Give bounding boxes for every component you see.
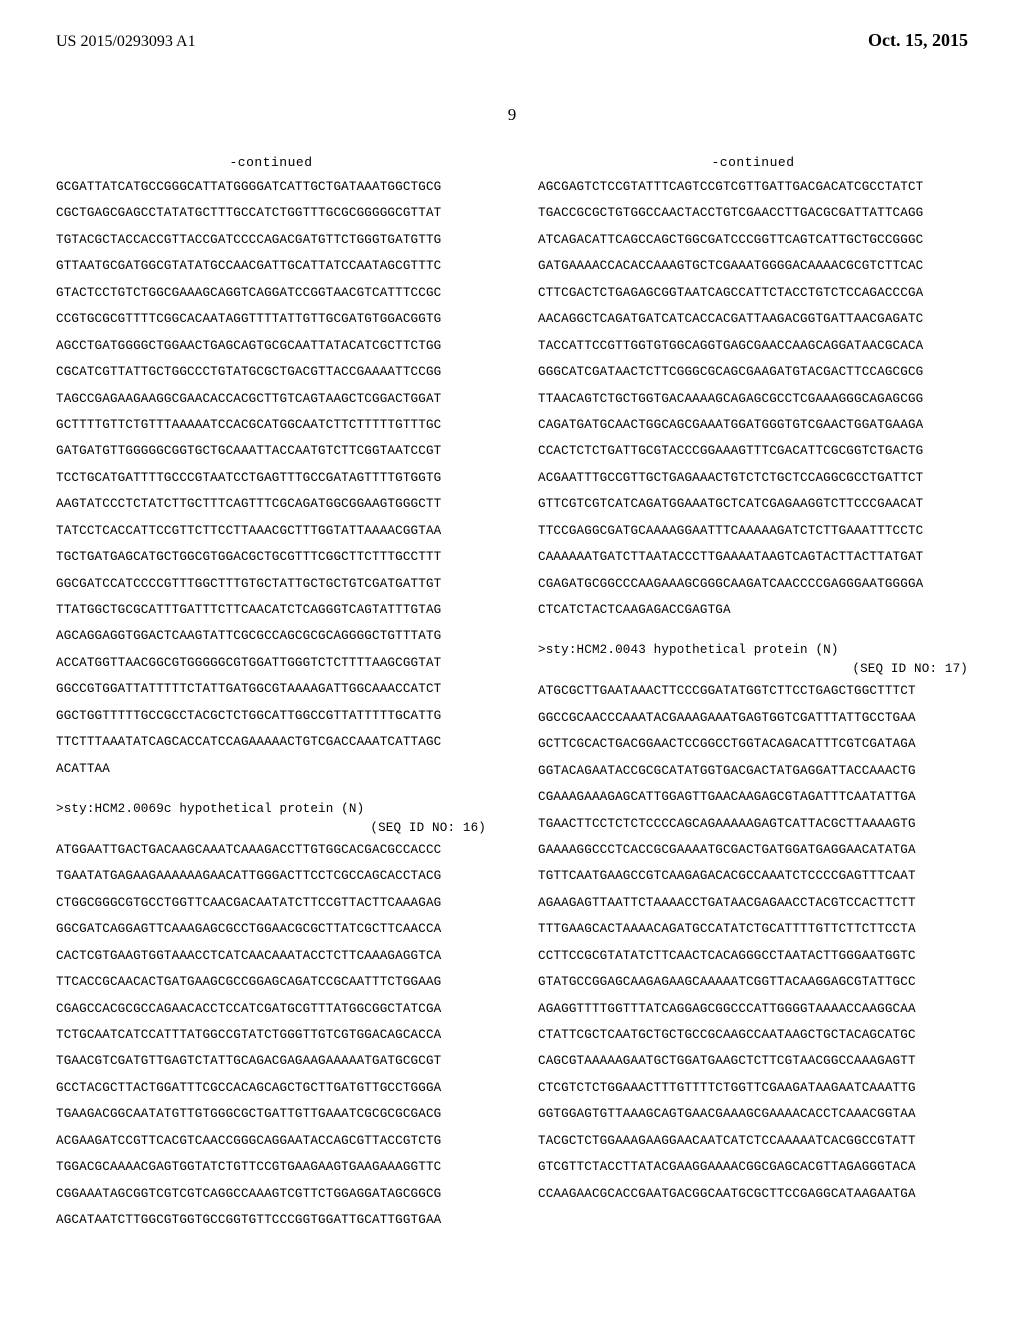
two-column-body: -continued GCGATTATCATGCCGGGCATTATGGGGAT… xyxy=(56,155,968,1234)
sequence-header-left-2: >sty:HCM2.0069c hypothetical protein (N) xyxy=(56,800,486,819)
sequence-id-left-2: (SEQ ID NO: 16) xyxy=(56,821,486,835)
sequence-block-left-1: GCGATTATCATGCCGGGCATTATGGGGATCATTGCTGATA… xyxy=(56,174,486,782)
left-column: -continued GCGATTATCATGCCGGGCATTATGGGGAT… xyxy=(56,155,486,1234)
page-header: US 2015/0293093 A1 Oct. 15, 2015 xyxy=(56,30,968,51)
sequence-block-left-2: ATGGAATTGACTGACAAGCAAATCAAAGACCTTGTGGCAC… xyxy=(56,837,486,1234)
sequence-id-right-2: (SEQ ID NO: 17) xyxy=(538,662,968,676)
sequence-block-right-1: AGCGAGTCTCCGTATTTCAGTCCGTCGTTGATTGACGACA… xyxy=(538,174,968,623)
continued-label-left: -continued xyxy=(56,155,486,170)
sequence-header-right-2: >sty:HCM2.0043 hypothetical protein (N) xyxy=(538,641,968,660)
page-number: 9 xyxy=(56,105,968,125)
publication-date: Oct. 15, 2015 xyxy=(868,30,968,51)
right-column: -continued AGCGAGTCTCCGTATTTCAGTCCGTCGTT… xyxy=(538,155,968,1234)
publication-number: US 2015/0293093 A1 xyxy=(56,33,196,51)
continued-label-right: -continued xyxy=(538,155,968,170)
sequence-block-right-2: ATGCGCTTGAATAAACTTCCCGGATATGGTCTTCCTGAGC… xyxy=(538,678,968,1207)
